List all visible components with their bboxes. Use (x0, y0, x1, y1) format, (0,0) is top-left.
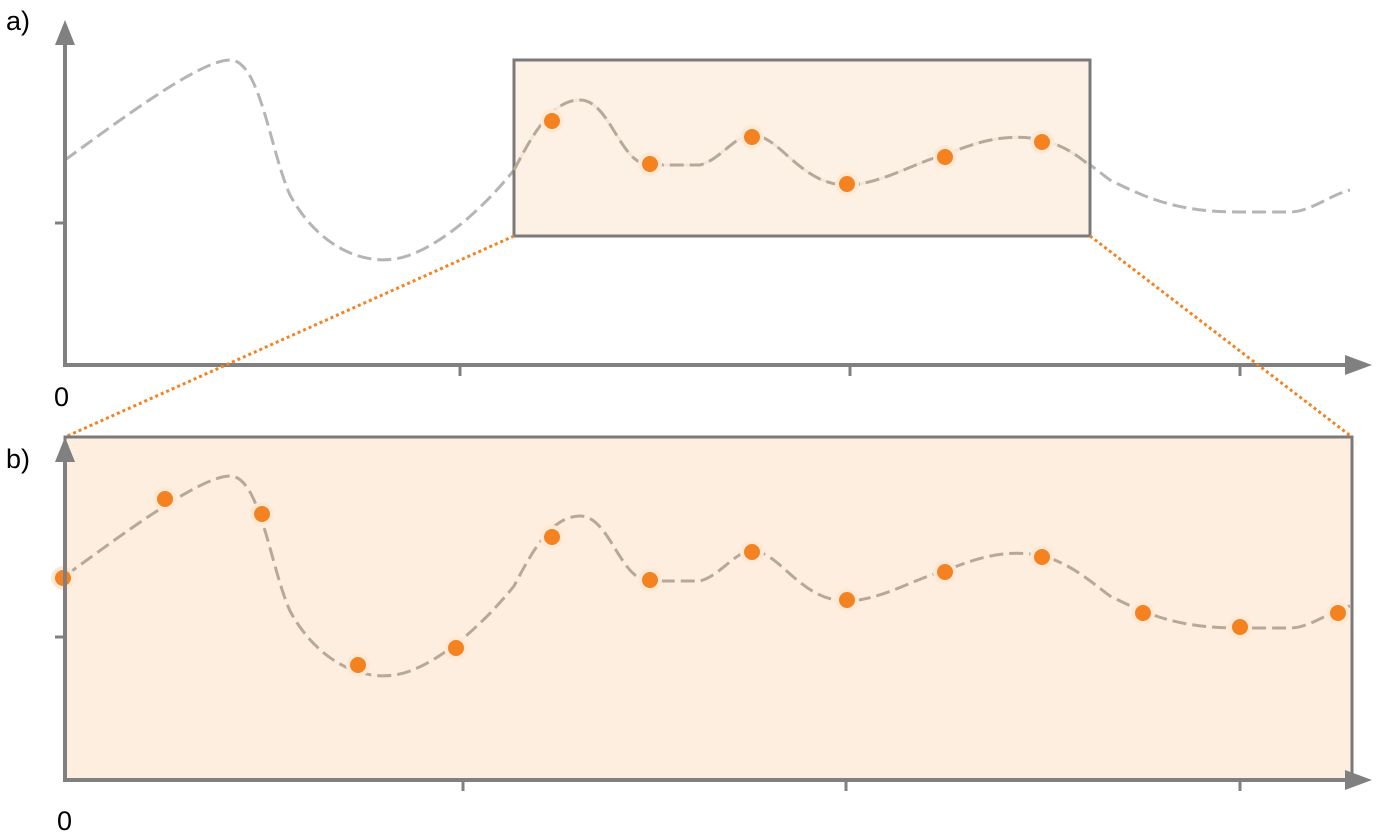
sample-dot (835, 588, 859, 612)
sample-dot (638, 152, 662, 176)
zoom-window (512, 58, 1092, 238)
arrow (1345, 770, 1372, 790)
panel-b: b) 0 (6, 435, 1372, 834)
sample-dot (540, 525, 564, 549)
zoomed-window (63, 435, 1354, 782)
sample-dot (1030, 130, 1054, 154)
origin-label: 0 (54, 382, 69, 412)
sample-dot (153, 487, 177, 511)
arrow (55, 437, 75, 462)
arrow (55, 20, 75, 45)
sample-dot (346, 653, 370, 677)
panel-a: a) 0 (6, 6, 1372, 412)
arrow (1345, 355, 1372, 375)
sample-dot (835, 172, 859, 196)
samples (51, 487, 1350, 677)
panel-label: a) (6, 6, 30, 36)
sample-dot (444, 636, 468, 660)
sample-dot (638, 568, 662, 592)
sample-dot (1030, 545, 1054, 569)
samples (540, 109, 1054, 196)
sample-dot (1131, 601, 1155, 625)
sample-dot (933, 560, 957, 584)
sample-dot (250, 502, 274, 526)
zoom-connector (64, 234, 515, 439)
sample-dot (740, 540, 764, 564)
panel-label: b) (6, 444, 30, 474)
signal-curve-window (512, 98, 1091, 187)
sample-dot (740, 125, 764, 149)
origin-label: 0 (57, 806, 72, 834)
sample-dot (1326, 601, 1350, 625)
sample-dot (933, 145, 957, 169)
sample-dot (1228, 615, 1252, 639)
zoom-connector (1089, 234, 1353, 439)
sample-dot (540, 109, 564, 133)
